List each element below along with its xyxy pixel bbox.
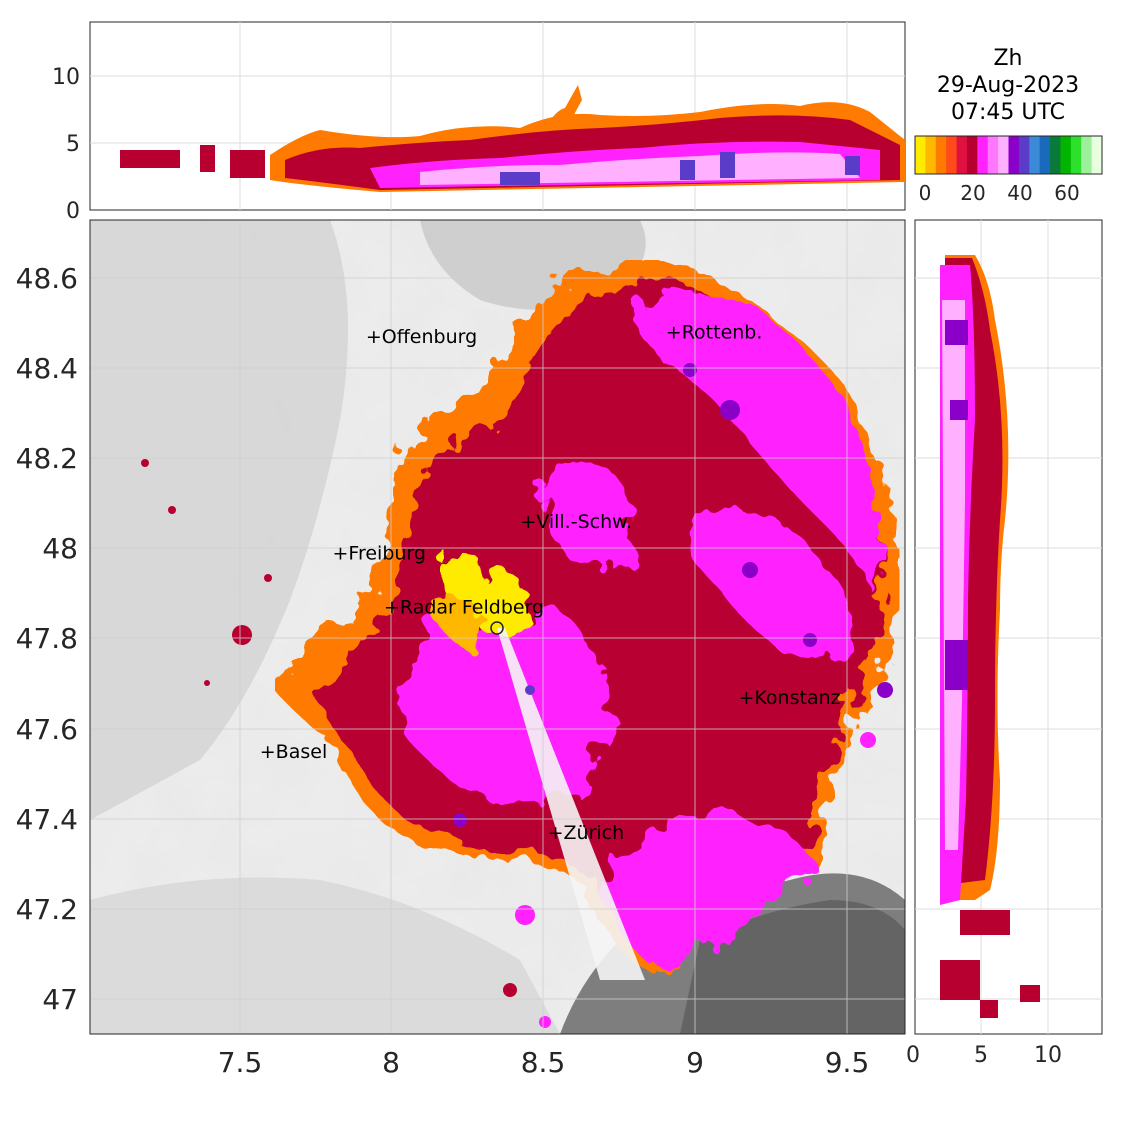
- right-profile-echo: [915, 220, 1102, 1034]
- colorbar-tick: 60: [1054, 181, 1079, 205]
- lat-tick: 47: [42, 983, 78, 1016]
- top-ytick: 10: [52, 65, 80, 90]
- colorbar-swatch: [1060, 136, 1072, 174]
- lon-tick: 9.5: [825, 1046, 870, 1079]
- colorbar-swatch: [1070, 136, 1082, 174]
- colorbar-swatch: [1081, 136, 1093, 174]
- main-map-panel: +Offenburg +Rottenb. +Vill.-Schw. +Freiburg…: [16, 219, 906, 1079]
- city-label: +Offenburg: [366, 326, 477, 348]
- right-profile-panel: 0 5 10: [906, 219, 1103, 1068]
- colorbar-swatch: [925, 136, 937, 174]
- strong-cells: [453, 363, 893, 827]
- title-block: Zh 29-Aug-2023 07:45 UTC: [937, 46, 1079, 125]
- city-label: +Radar Feldberg: [384, 597, 544, 619]
- colorbar-tick: 0: [919, 181, 932, 205]
- lat-tick: 48.6: [16, 262, 78, 295]
- colorbar-swatch: [1050, 136, 1061, 174]
- city-labels: +Offenburg +Rottenb. +Vill.-Schw. +Freiburg…: [260, 322, 841, 845]
- lon-tick: 7.5: [218, 1046, 263, 1079]
- colorbar-swatch: [1008, 136, 1020, 174]
- colorbar: [914, 135, 1103, 175]
- city-label: +Basel: [260, 741, 327, 763]
- right-xtick: 10: [1034, 1043, 1062, 1068]
- lat-tick: 48: [42, 532, 78, 565]
- top-profile-echo: [90, 22, 905, 210]
- beam-blockage: [497, 628, 645, 980]
- colorbar-swatch: [1029, 136, 1041, 174]
- colorbar-swatch: [935, 136, 947, 174]
- right-xtick: 0: [906, 1043, 920, 1068]
- colorbar-swatch: [998, 136, 1009, 174]
- date-label: 29-Aug-2023: [937, 73, 1079, 98]
- lat-tick: 47.8: [16, 622, 78, 655]
- colorbar-swatch: [1018, 136, 1030, 174]
- city-label: +Freiburg: [332, 543, 425, 565]
- city-label: +Rottenb.: [666, 322, 763, 344]
- lon-tick: 8.5: [521, 1046, 566, 1079]
- radar-site-marker: [490, 621, 504, 635]
- city-label: +Vill.-Schw.: [520, 511, 632, 533]
- lat-tick: 47.2: [16, 893, 78, 926]
- top-profile-panel: 10 5 0: [52, 21, 906, 224]
- city-label: +Zürich: [548, 822, 625, 844]
- colorbar-tick: 20: [960, 181, 985, 205]
- colorbar-swatch: [956, 136, 968, 174]
- lat-tick: 48.4: [16, 352, 78, 385]
- lat-tick: 48.2: [16, 442, 78, 475]
- colorbar-swatch: [946, 136, 958, 174]
- colorbar-swatch: [1091, 136, 1103, 174]
- colorbar-tick: 40: [1007, 181, 1032, 205]
- city-label: +Konstanz: [739, 687, 841, 709]
- lat-tick: 47.6: [16, 713, 78, 746]
- isolated-cells: [141, 459, 876, 1028]
- top-ytick: 5: [66, 132, 80, 157]
- lon-tick: 9: [686, 1046, 704, 1079]
- right-xtick: 5: [974, 1043, 988, 1068]
- top-ytick: 0: [66, 199, 80, 224]
- colorbar-swatch: [966, 136, 978, 174]
- colorbar-swatch: [915, 136, 926, 174]
- colorbar-frame: [914, 135, 1103, 175]
- time-label: 07:45 UTC: [951, 100, 1065, 125]
- colorbar-swatch: [987, 136, 999, 174]
- lat-tick: 47.4: [16, 803, 78, 836]
- reflectivity-field: [275, 260, 900, 975]
- colorbar-swatch: [977, 136, 989, 174]
- lon-tick: 8: [382, 1046, 400, 1079]
- colorbar-swatch: [1039, 136, 1051, 174]
- product-title: Zh: [993, 46, 1022, 71]
